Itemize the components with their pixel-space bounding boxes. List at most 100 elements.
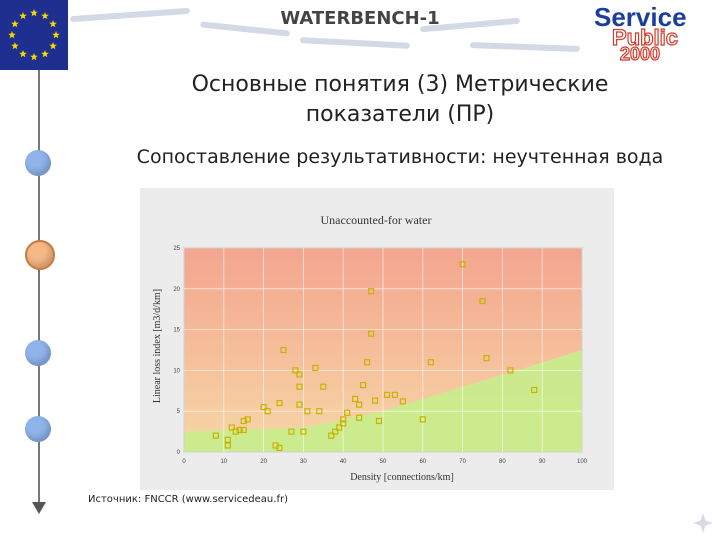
data-point — [391, 391, 399, 398]
data-point — [340, 416, 347, 423]
x-tick-label: 10 — [220, 459, 227, 465]
data-point — [419, 416, 426, 423]
data-point — [296, 383, 303, 390]
data-point — [244, 416, 251, 423]
data-point — [288, 428, 295, 435]
x-tick-label: 0 — [182, 459, 186, 465]
data-point — [352, 395, 359, 403]
data-point — [292, 367, 299, 374]
x-axis-label: Density [connections/km] — [350, 472, 454, 483]
data-point — [371, 397, 379, 404]
data-point — [232, 428, 239, 435]
eu-star-icon — [41, 11, 49, 20]
data-point — [363, 359, 371, 366]
eu-star-icon — [49, 20, 57, 28]
x-tick-label: 80 — [499, 459, 506, 465]
data-point — [264, 408, 271, 415]
data-point — [240, 417, 247, 425]
scatter-chart: Unaccounted-for water 0 10 20 30 40 50 60 70 80 9… — [152, 213, 588, 483]
data-point — [300, 428, 307, 435]
data-point — [328, 432, 335, 439]
eu-stars-icon — [8, 9, 60, 61]
slide-title: Основные понятия (3) Метрические показат… — [140, 70, 660, 130]
data-point — [316, 408, 323, 415]
timeline-arrow-icon — [32, 502, 46, 514]
data-point — [296, 371, 303, 378]
eu-star-icon — [8, 31, 16, 39]
eu-star-icon — [30, 9, 38, 17]
eu-star-icon — [11, 42, 19, 50]
eu-star-icon — [49, 42, 57, 50]
logo-text-2000: 2000 — [620, 44, 660, 62]
y-tick-label: 15 — [173, 328, 180, 334]
eu-star-icon — [19, 11, 27, 20]
y-tick-label: 20 — [173, 287, 180, 293]
timeline-dot — [25, 150, 51, 176]
data-point — [375, 417, 383, 425]
timeline-dot — [25, 416, 51, 442]
header-brush-stroke — [299, 37, 411, 49]
x-tick-label: 20 — [260, 459, 267, 465]
chart-title: Unaccounted-for water — [321, 213, 432, 227]
data-point — [479, 297, 486, 305]
data-point — [332, 428, 339, 435]
x-tick-label: 40 — [340, 459, 347, 465]
data-point — [427, 359, 434, 366]
data-point — [240, 426, 247, 434]
data-point — [312, 364, 319, 372]
y-tick-label: 0 — [177, 450, 181, 456]
data-point — [356, 414, 363, 421]
source-caption: Источник: FNCCR (www.servicedeau.fr) — [88, 494, 288, 505]
corner-star-icon — [693, 513, 713, 533]
data-point — [344, 409, 351, 416]
data-point — [304, 408, 311, 415]
data-point — [224, 442, 231, 449]
data-point — [360, 381, 367, 389]
timeline-dot — [25, 340, 51, 366]
data-point — [367, 330, 375, 337]
data-point — [336, 424, 343, 431]
data-point — [276, 444, 283, 452]
data-point — [212, 432, 219, 439]
eu-star-icon — [52, 31, 60, 39]
data-point — [483, 355, 490, 362]
x-tick-label: 100 — [577, 459, 588, 465]
y-tick-label: 25 — [173, 246, 180, 252]
y-tick-label: 10 — [173, 368, 180, 374]
data-point — [280, 346, 287, 354]
data-point — [236, 426, 243, 434]
eu-star-icon — [30, 53, 38, 61]
data-point — [531, 386, 538, 394]
data-point — [228, 424, 235, 431]
header-brush-stroke — [469, 42, 581, 52]
x-tick-label: 30 — [300, 459, 307, 465]
x-tick-label: 60 — [419, 459, 426, 465]
timeline-dot-current — [25, 240, 55, 270]
y-tick-label: 5 — [177, 409, 181, 415]
y-axis-label: Linear loss index [m3/d/km] — [152, 289, 163, 403]
header-title: WATERBENCH-1 — [280, 8, 440, 29]
timeline-line — [38, 70, 40, 508]
data-point — [276, 399, 283, 407]
x-tick-label: 70 — [459, 459, 466, 465]
eu-flag-logo — [0, 0, 68, 70]
logo-text-service: Service — [594, 2, 687, 32]
x-tick-label: 50 — [380, 459, 387, 465]
service-public-logo: Service Public 2000 — [592, 2, 708, 65]
data-point — [399, 398, 406, 405]
plot-area-good-zone — [184, 350, 582, 452]
data-point — [367, 288, 375, 295]
data-point — [356, 401, 363, 408]
slide-subtitle: Сопоставление результативности: неучтенн… — [136, 146, 664, 168]
data-point — [383, 391, 391, 398]
data-point — [459, 261, 466, 268]
eu-star-icon — [41, 50, 49, 58]
slide-title-line2: показатели (ПР) — [305, 102, 495, 127]
eu-star-icon — [11, 20, 19, 28]
data-point — [320, 383, 327, 390]
data-point — [296, 401, 303, 408]
data-point — [340, 420, 347, 427]
data-point — [507, 367, 514, 374]
slide-title-line1: Основные понятия (3) Метрические — [191, 72, 609, 97]
x-tick-label: 90 — [539, 459, 546, 465]
